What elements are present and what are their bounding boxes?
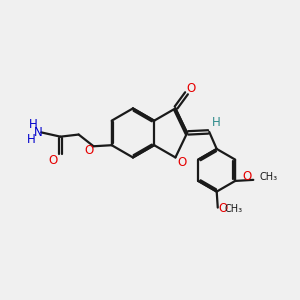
Text: O: O	[178, 156, 187, 169]
Text: CH₃: CH₃	[224, 204, 242, 214]
Text: CH₃: CH₃	[260, 172, 278, 182]
Text: O: O	[243, 170, 252, 183]
Text: O: O	[218, 202, 228, 215]
Text: O: O	[48, 154, 58, 166]
Text: H: H	[212, 116, 221, 129]
Text: H: H	[27, 133, 36, 146]
Text: O: O	[84, 145, 94, 158]
Text: N: N	[34, 126, 43, 139]
Text: O: O	[186, 82, 196, 95]
Text: H: H	[29, 118, 38, 131]
